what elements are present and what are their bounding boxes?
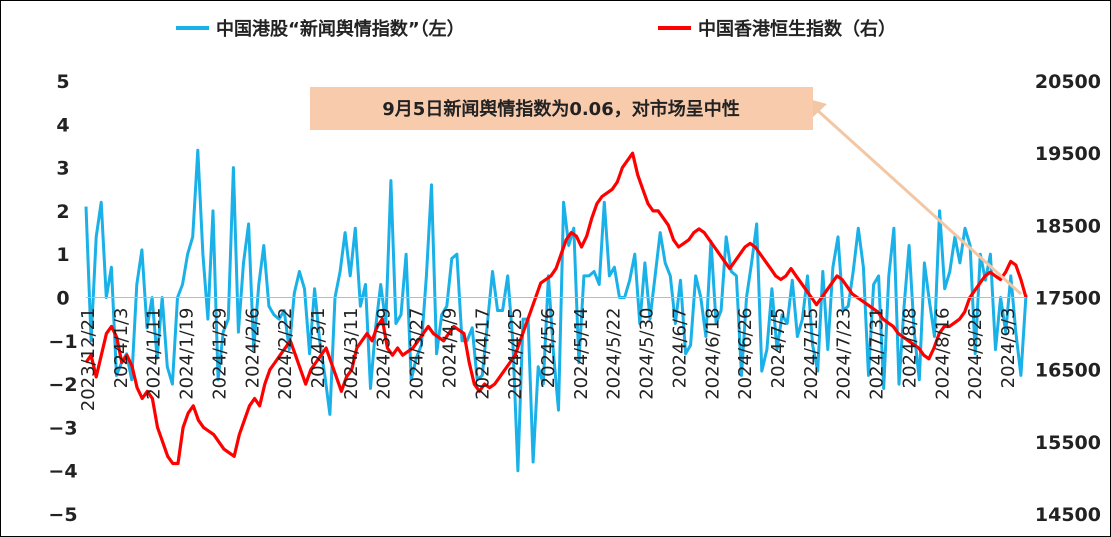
left-tick-label: −1 [48, 331, 77, 353]
annotation-box [310, 87, 813, 130]
annotation-text: 9月5日新闻舆情指数为0.06，对市场呈中性 [382, 98, 739, 120]
left-tick-label: −4 [48, 461, 77, 483]
x-tick-label: 2024/2/6 [242, 308, 263, 389]
left-axis: 5 4 3 2 1 0 −1 −2 −3 −4 −5 [48, 71, 77, 526]
legend: 中国港股“新闻舆情指数”（左） 中国香港恒生指数（右） [176, 18, 896, 40]
annotation-arrow [814, 107, 1023, 296]
x-tick-label: 2024/8/8 [899, 308, 920, 389]
left-tick-label: 2 [56, 201, 69, 223]
legend-label-hsi: 中国香港恒生指数（右） [698, 18, 896, 40]
left-tick-label: 3 [56, 158, 69, 180]
left-tick-label: 0 [56, 288, 69, 310]
x-tick-label: 2024/4/25 [505, 308, 526, 400]
x-tick-label: 2024/5/30 [637, 308, 658, 400]
left-tick-label: −5 [48, 504, 77, 526]
right-tick-label: 14500 [1035, 504, 1101, 526]
x-tick-label: 2024/7/23 [834, 308, 855, 400]
right-axis: 20500 19500 18500 17500 16500 15500 14500 [1035, 71, 1101, 526]
x-tick-label: 2024/9/3 [998, 308, 1019, 389]
series-line-sentiment [84, 148, 1028, 473]
left-tick-label: −2 [48, 374, 77, 396]
left-tick-label: 4 [56, 114, 69, 136]
right-tick-label: 17500 [1035, 288, 1101, 310]
x-tick-label: 2024/1/3 [111, 308, 132, 389]
right-tick-label: 20500 [1035, 71, 1101, 93]
right-tick-label: 18500 [1035, 215, 1101, 237]
x-tick-label: 2024/3/27 [407, 307, 428, 399]
x-tick-label: 2024/3/11 [341, 308, 362, 400]
left-tick-label: −3 [48, 417, 77, 439]
x-tick-label: 2024/1/29 [209, 308, 230, 400]
left-tick-label: 1 [56, 244, 69, 266]
x-tick-label: 2024/1/11 [144, 308, 165, 400]
legend-label-sentiment: 中国港股“新闻舆情指数”（左） [216, 18, 465, 40]
x-tick-label: 2024/8/26 [965, 307, 986, 399]
x-tick-label: 2024/5/22 [604, 308, 625, 400]
annotation: 9月5日新闻舆情指数为0.06，对市场呈中性 [310, 87, 1023, 296]
series-line-hsi [84, 151, 1028, 466]
x-tick-label: 2024/1/19 [177, 308, 198, 400]
x-tick-label: 2024/6/18 [702, 308, 723, 400]
right-tick-label: 19500 [1035, 143, 1101, 165]
x-tick-label: 2024/7/31 [867, 308, 888, 400]
left-tick-label: 5 [56, 71, 69, 93]
x-tick-label: 2023/12/21 [78, 308, 99, 412]
x-tick-label: 2024/6/7 [669, 308, 690, 389]
right-tick-label: 16500 [1035, 360, 1101, 382]
x-tick-label: 2024/3/1 [308, 308, 329, 389]
x-tick-label: 2024/3/19 [374, 308, 395, 400]
x-tick-label: 2024/7/15 [801, 308, 822, 400]
x-axis: 2023/12/21 2024/1/3 2024/1/11 2024/1/19 2024… [78, 297, 1026, 412]
x-tick-label: 2024/7/5 [768, 308, 789, 389]
right-tick-label: 15500 [1035, 432, 1101, 454]
x-tick-label: 2024/4/9 [439, 308, 460, 389]
x-tick-label: 2024/6/26 [735, 308, 756, 400]
series-layer [84, 148, 1028, 473]
x-tick-label: 2024/4/17 [472, 308, 493, 400]
x-tick-label: 2024/5/6 [538, 308, 559, 389]
x-tick-label: 2024/5/14 [571, 308, 592, 400]
x-tick-label: 2024/8/16 [932, 307, 953, 399]
x-tick-label: 2024/2/22 [275, 308, 296, 400]
